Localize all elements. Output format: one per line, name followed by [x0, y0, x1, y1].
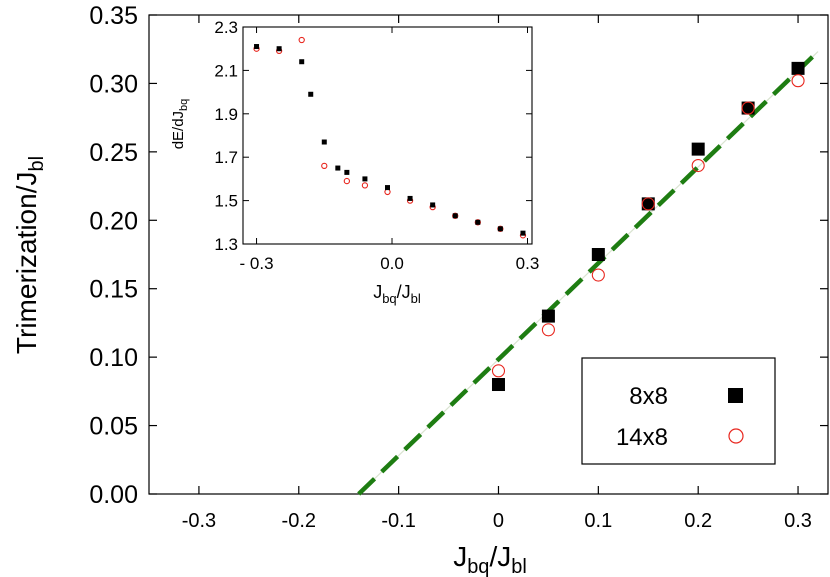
main-point-14x8 — [641, 197, 655, 211]
legend-marker-open-circle — [728, 428, 744, 444]
main-x-tick-label: 0.3 — [784, 510, 812, 532]
inset-point-14x8 — [343, 177, 351, 185]
main-y-tick-label: 0.10 — [89, 344, 138, 372]
inset-point-8x8 — [520, 230, 526, 236]
main-point-8x8 — [491, 378, 505, 392]
legend-box — [581, 357, 776, 465]
inset-point-8x8 — [344, 169, 350, 175]
inset-data-marks — [253, 36, 527, 239]
inset-point-14x8 — [321, 162, 328, 170]
inset-x-tick-label: 0.3 — [516, 254, 540, 273]
inset-point-14x8 — [361, 182, 369, 189]
inset-plot-frame — [242, 26, 533, 245]
inset-point-8x8 — [308, 91, 314, 97]
inset-point-8x8 — [299, 59, 305, 65]
main-point-8x8 — [541, 309, 555, 323]
main-plot-frame — [148, 14, 829, 495]
main-point-14x8 — [741, 101, 755, 115]
inset-point-8x8 — [475, 219, 481, 225]
main-data-marks — [491, 61, 805, 392]
main-point-14x8 — [691, 158, 705, 173]
inset-point-14x8 — [474, 219, 481, 226]
main-y-tick-label: 0.05 — [89, 413, 138, 441]
inset-point-14x8 — [298, 36, 305, 44]
main-x-tick-label: -0.3 — [182, 510, 216, 532]
inset-chart: - 0.3 0.0 0.3 1.3 1.5 1.7 1.9 2.1 2.3 Jbq/Jbl dE… — [170, 18, 539, 306]
main-x-tick-label: -0.2 — [282, 510, 316, 532]
fit-line — [357, 49, 820, 496]
inset-x-axis-label: Jbq/Jbl — [373, 282, 421, 306]
inset-point-8x8 — [321, 139, 327, 145]
inset-point-8x8 — [254, 44, 260, 50]
inset-y-axis-label: dE/dJbq — [170, 99, 190, 150]
main-point-8x8 — [791, 61, 805, 75]
inset-x-tick-label: - 0.3 — [240, 254, 274, 273]
main-y-tick-label: 0.20 — [89, 207, 138, 235]
main-y-tick-label: 0.25 — [89, 139, 138, 167]
main-y-tick-label: 0.30 — [89, 70, 138, 98]
inset-x-tick-label: 0.0 — [380, 254, 404, 273]
main-y-tick-label: 0.15 — [89, 276, 138, 304]
main-x-axis-label: Jbq/Jbl — [453, 541, 527, 577]
main-y-tick-label: 0.35 — [89, 2, 138, 30]
main-point-14x8 — [591, 268, 605, 282]
main-y-tick-label: 0.00 — [89, 481, 138, 509]
inset-point-8x8 — [430, 202, 436, 208]
main-x-tick-label: 0.1 — [584, 510, 612, 532]
legend-label-14x8: 14x8 — [616, 424, 668, 451]
main-point-14x8 — [491, 364, 506, 378]
main-axis-ticks — [149, 14, 828, 495]
inset-point-8x8 — [362, 176, 368, 182]
inset-y-tick-label: 1.5 — [214, 192, 238, 211]
legend: 8x8 14x8 — [581, 357, 776, 465]
inset-point-14x8 — [452, 212, 459, 219]
inset-tick-labels: - 0.3 0.0 0.3 1.3 1.5 1.7 1.9 2.1 2.3 — [214, 18, 539, 273]
main-point-14x8 — [541, 323, 555, 337]
inset-point-8x8 — [335, 165, 341, 171]
inset-point-8x8 — [407, 195, 413, 201]
main-tick-labels: -0.3 -0.2 -0.1 0 0.1 0.2 0.3 0.00 0.05 0.10 0.15 0.… — [89, 2, 812, 532]
inset-point-14x8 — [497, 225, 504, 232]
inset-y-tick-label: 1.9 — [214, 105, 238, 124]
inset-y-tick-label: 1.7 — [214, 148, 238, 167]
inset-y-tick-label: 1.3 — [214, 235, 238, 254]
inset-y-tick-label: 2.3 — [214, 18, 238, 37]
main-point-8x8 — [741, 101, 755, 115]
main-point-8x8 — [641, 197, 655, 211]
main-fit-line-group — [357, 49, 820, 496]
legend-marker-filled-square — [728, 388, 743, 403]
legend-label-8x8: 8x8 — [629, 383, 668, 410]
inset-point-8x8 — [385, 185, 390, 191]
main-point-8x8 — [591, 248, 605, 261]
main-x-tick-label: 0.2 — [684, 510, 712, 532]
inset-point-8x8 — [452, 213, 458, 219]
inset-point-8x8 — [497, 226, 503, 232]
inset-point-8x8 — [276, 46, 282, 52]
inset-y-tick-label: 2.1 — [214, 61, 238, 80]
main-point-8x8 — [691, 142, 705, 156]
inset-axis-ticks — [243, 26, 532, 245]
main-x-tick-label: 0 — [493, 510, 504, 532]
main-y-axis-label: Trimerization/Jbl — [11, 156, 48, 354]
main-x-tick-label: -0.1 — [381, 510, 415, 532]
main-point-14x8 — [791, 74, 805, 88]
